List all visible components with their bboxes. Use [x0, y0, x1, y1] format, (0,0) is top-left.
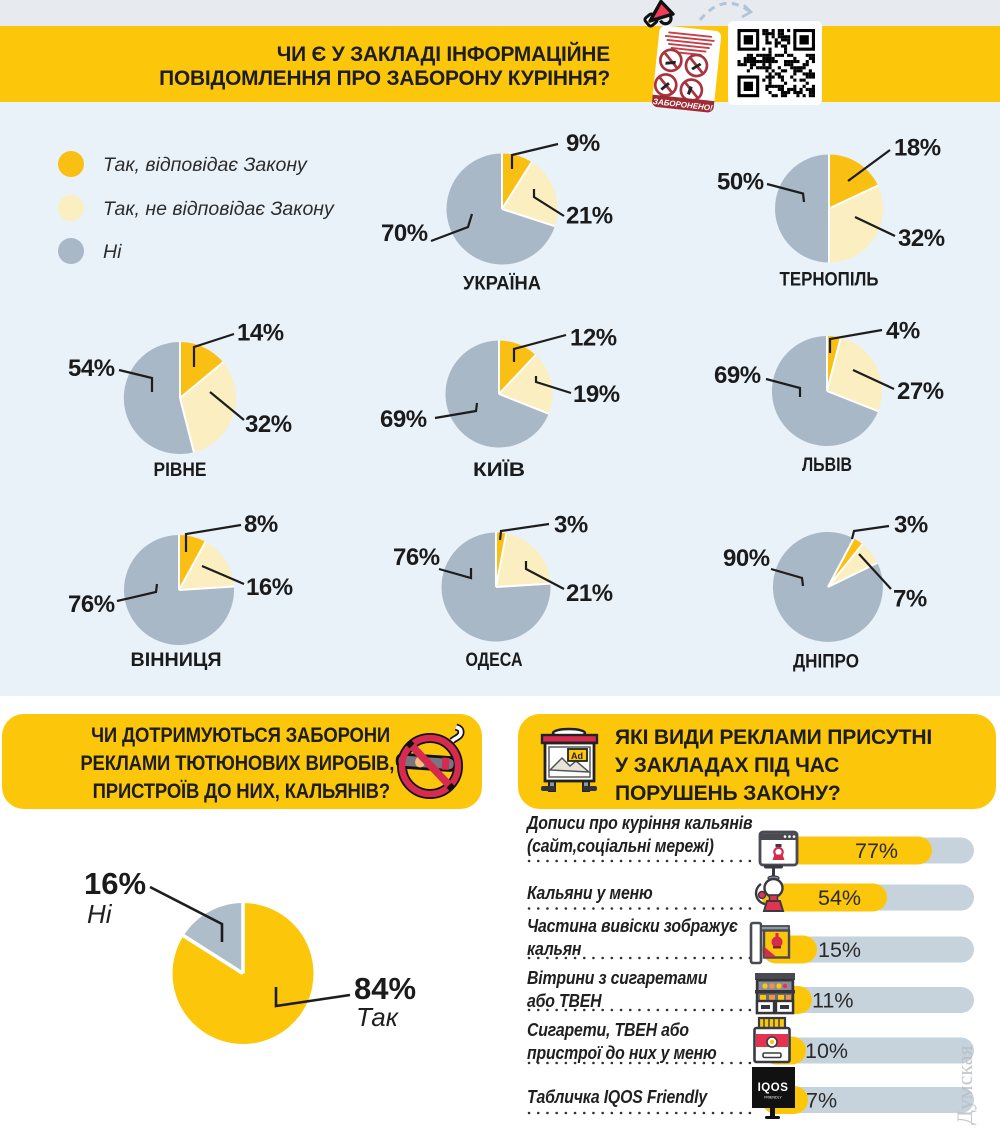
svg-text:7%: 7% [806, 1089, 837, 1113]
svg-text:76%: 76% [68, 591, 115, 618]
svg-text:27%: 27% [897, 378, 944, 405]
svg-text:IQOS: IQOS [758, 1082, 789, 1094]
svg-text:УКРАЇНА: УКРАЇНА [463, 274, 541, 295]
svg-text:Ad: Ad [571, 751, 583, 761]
svg-text:32%: 32% [898, 225, 945, 252]
svg-text:54%: 54% [68, 355, 115, 382]
svg-text:21%: 21% [566, 203, 613, 230]
svg-text:12%: 12% [570, 325, 617, 352]
svg-text:РІВНЕ: РІВНЕ [154, 460, 207, 481]
svg-text:10%: 10% [805, 1039, 848, 1063]
svg-text:14%: 14% [237, 320, 284, 347]
svg-text:9%: 9% [566, 130, 600, 157]
svg-text:3%: 3% [894, 512, 928, 539]
svg-text:70%: 70% [381, 220, 428, 247]
svg-text:32%: 32% [245, 411, 292, 438]
svg-text:76%: 76% [393, 544, 440, 571]
svg-text:ЛЬВІВ: ЛЬВІВ [802, 455, 852, 476]
svg-text:54%: 54% [818, 886, 861, 910]
svg-text:КИЇВ: КИЇВ [473, 460, 525, 481]
svg-text:69%: 69% [714, 362, 761, 389]
svg-text:19%: 19% [573, 381, 620, 408]
svg-text:16%: 16% [246, 574, 293, 601]
svg-text:ДНІПРО: ДНІПРО [793, 652, 859, 673]
svg-text:18%: 18% [894, 135, 941, 162]
svg-text:ВІННИЦЯ: ВІННИЦЯ [131, 650, 222, 671]
svg-text:3%: 3% [554, 512, 588, 539]
svg-text:8%: 8% [244, 511, 278, 538]
svg-text:11%: 11% [812, 989, 853, 1013]
svg-text:21%: 21% [566, 580, 613, 607]
svg-text:Думская: Думская [952, 1045, 977, 1125]
svg-text:4%: 4% [886, 318, 920, 345]
svg-text:90%: 90% [723, 545, 770, 572]
svg-text:ОДЕСА: ОДЕСА [466, 650, 523, 671]
svg-text:7%: 7% [893, 586, 927, 613]
svg-text:69%: 69% [380, 406, 427, 433]
svg-text:FRIENDLY: FRIENDLY [764, 1096, 782, 1100]
svg-text:ТЕРНОПІЛЬ: ТЕРНОПІЛЬ [780, 270, 879, 291]
svg-text:50%: 50% [717, 169, 764, 196]
svg-text:15%: 15% [818, 938, 861, 962]
svg-text:77%: 77% [855, 839, 898, 863]
